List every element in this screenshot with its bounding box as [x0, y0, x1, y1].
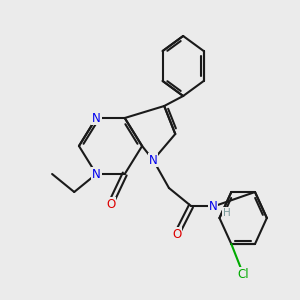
Text: Cl: Cl: [237, 268, 249, 281]
Text: N: N: [209, 200, 218, 212]
Text: H: H: [223, 208, 231, 218]
Text: O: O: [106, 197, 115, 211]
Text: N: N: [92, 112, 101, 124]
Text: N: N: [149, 154, 158, 166]
Text: O: O: [172, 227, 182, 241]
Text: N: N: [92, 167, 101, 181]
